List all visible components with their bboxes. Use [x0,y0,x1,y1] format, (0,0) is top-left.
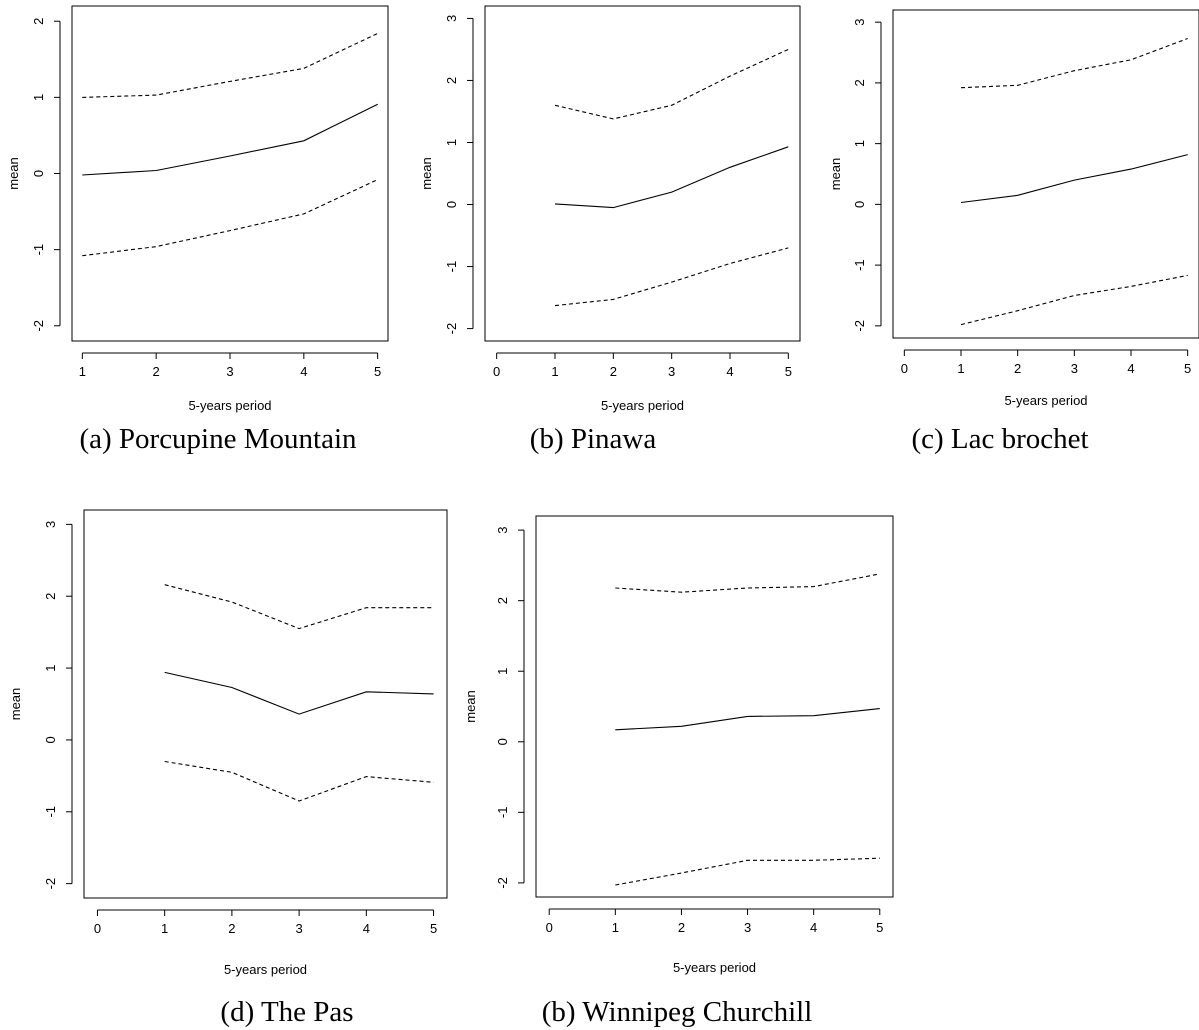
y-tick-label: 0 [43,736,58,743]
panel-caption: (b) Pinawa [530,423,657,455]
series-line-lower [615,857,880,886]
y-tick-label: -1 [43,806,58,818]
y-tick-label: -2 [852,320,867,332]
x-tick-label: 4 [1127,361,1134,376]
series-line-upper [960,37,1188,89]
plot-frame [71,5,389,342]
series-line-mean [615,708,880,731]
x-axis-label: 5-years period [224,962,307,977]
x-tick-label: 2 [1014,361,1021,376]
y-tick-label: -1 [495,807,510,819]
y-tick-label: 0 [444,201,459,208]
y-tick-label: 1 [852,140,867,147]
chart-panel-5: 0 1 2 3 4 5 -2 -1 0 1 2 3 5-years period mean (b) Winn… [463,515,894,1028]
series-line-upper [164,584,434,630]
y-axis-label: mean [8,688,23,721]
plot-frame [892,9,1199,339]
y-axis-label: mean [419,157,434,190]
y-tick-label: -2 [444,323,459,335]
x-tick-label: 5 [785,364,792,379]
x-tick-label: 3 [295,921,302,936]
y-tick-label: 0 [31,170,46,177]
plot-frame [83,509,448,899]
x-tick-label: 4 [726,364,733,379]
series-line-lower [82,179,378,257]
y-tick-label: 1 [444,139,459,146]
y-tick-label: 3 [495,526,510,533]
y-tick-label: 2 [444,77,459,84]
series-line-upper [615,573,880,593]
x-axis-label: 5-years period [601,398,684,413]
series-line-lower [164,760,434,802]
x-tick-label: 3 [668,364,675,379]
plot-frame [535,515,894,898]
x-tick-label: 5 [430,921,437,936]
y-tick-label: 0 [495,738,510,745]
y-tick-label: 3 [852,19,867,26]
x-tick-label: 0 [901,361,908,376]
y-tick-label: -2 [43,878,58,890]
y-tick-label: -1 [852,259,867,271]
series-line-lower [960,274,1188,326]
x-tick-label: 0 [94,921,101,936]
series-line-upper [554,48,789,120]
series-line-mean [960,154,1188,204]
series-line-mean [82,103,378,176]
x-tick-label: 2 [610,364,617,379]
panel-caption: (c) Lac brochet [911,423,1088,455]
y-axis-label: mean [463,690,478,723]
y-tick-label: 2 [495,597,510,604]
x-tick-label: 1 [957,361,964,376]
series-line-lower [554,247,789,307]
chart-panel-2: 0 1 2 3 4 5 -2 -1 0 1 2 3 5-years period mean (b) Pina… [419,5,801,455]
x-tick-label: 1 [612,920,619,935]
y-tick-label: 3 [43,521,58,528]
chart-panel-4: 0 1 2 3 4 5 -2 -1 0 1 2 3 5-years period mean (d) The … [8,509,448,1028]
chart-panel-3: 0 1 2 3 4 5 -2 -1 0 1 2 3 5-years period mean (c) Lac … [828,9,1199,455]
x-axis-label: 5-years period [188,398,271,413]
x-axis-label: 5-years period [673,960,756,975]
series-line-mean [554,146,789,209]
panel-caption: (d) The Pas [220,996,353,1028]
y-tick-label: -1 [31,244,46,256]
y-axis-label: mean [828,158,843,191]
y-tick-label: 0 [852,201,867,208]
y-tick-label: 1 [495,668,510,675]
x-tick-label: 3 [1071,361,1078,376]
chart-panel-1: 1 2 3 4 5 -2 -1 0 1 2 5-years period mean (a) Porcup… [6,5,389,455]
x-tick-label: 5 [876,920,883,935]
y-tick-label: -2 [495,877,510,889]
x-tick-label: 2 [228,921,235,936]
x-tick-label: 2 [678,920,685,935]
x-tick-label: 5 [374,364,381,379]
y-tick-label: 3 [444,15,459,22]
x-tick-label: 0 [546,920,553,935]
y-tick-label: 2 [852,79,867,86]
y-axis-label: mean [6,157,21,190]
series-line-mean [164,671,434,715]
x-tick-label: 1 [79,364,86,379]
x-tick-label: 2 [153,364,160,379]
x-tick-label: 4 [810,920,817,935]
y-tick-label: -1 [444,261,459,273]
x-tick-label: 1 [161,921,168,936]
x-tick-label: 4 [363,921,370,936]
x-tick-label: 5 [1184,361,1191,376]
x-axis-label: 5-years period [1004,393,1087,408]
x-tick-label: 0 [493,364,500,379]
y-tick-label: 2 [43,593,58,600]
x-tick-label: 3 [226,364,233,379]
series-line-upper [82,32,378,98]
y-tick-label: -2 [31,320,46,332]
x-tick-label: 1 [551,364,558,379]
x-tick-label: 4 [300,364,307,379]
plot-frame [484,5,801,342]
panel-caption: (a) Porcupine Mountain [79,423,357,455]
y-tick-label: 1 [43,664,58,671]
x-tick-label: 3 [744,920,751,935]
y-tick-label: 1 [31,94,46,101]
panel-caption: (b) Winnipeg Churchill [542,996,813,1028]
y-tick-label: 2 [31,18,46,25]
